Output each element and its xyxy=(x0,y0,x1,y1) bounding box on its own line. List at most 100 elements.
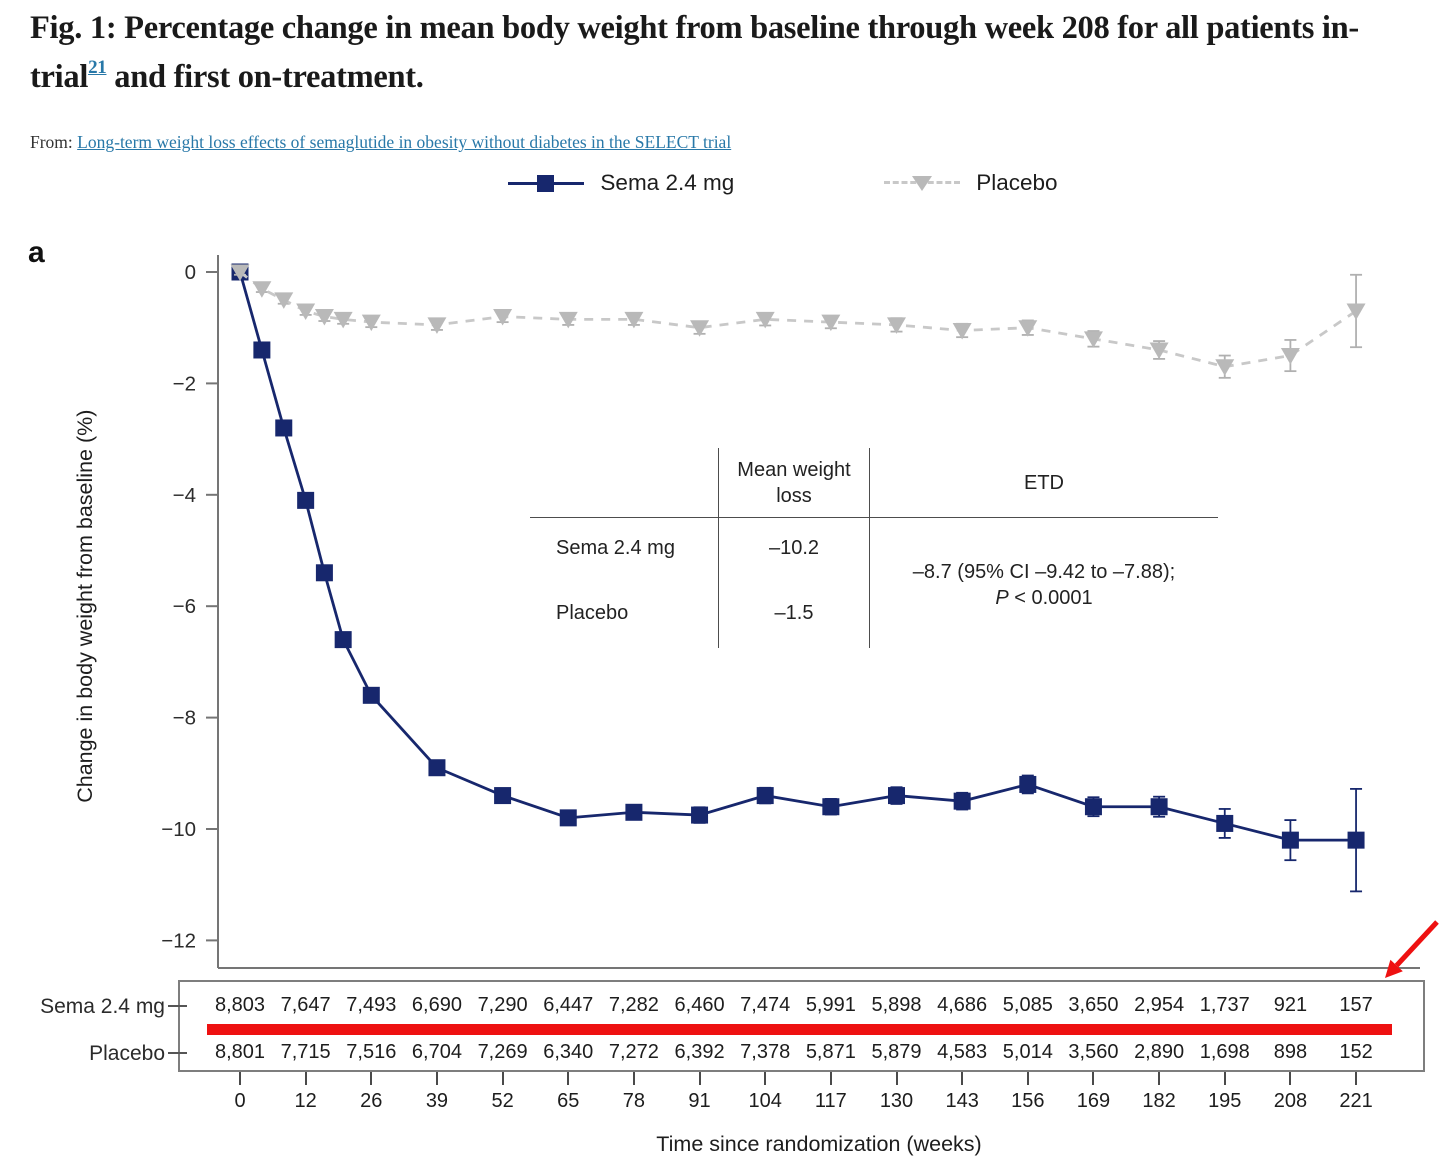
etd-estimate: –8.7 (95% CI –9.42 to –7.88); xyxy=(912,561,1176,583)
y-tick-label: 0 xyxy=(185,261,196,284)
risk-count: 6,690 xyxy=(411,994,462,1016)
risk-count: 921 xyxy=(1273,994,1308,1016)
triangle-down-marker xyxy=(1215,359,1235,376)
x-axis-title: Time since randomization (weeks) xyxy=(656,1132,982,1156)
risk-count: 7,378 xyxy=(740,1041,791,1063)
triangle-down-marker xyxy=(1083,331,1103,348)
risk-row-label-placebo: Placebo xyxy=(89,1042,165,1065)
source-article-link[interactable]: Long-term weight loss effects of semaglu… xyxy=(77,132,732,152)
y-tick-label: −10 xyxy=(161,818,196,841)
placebo-dashed-triangle-icon xyxy=(884,174,961,192)
x-tick-label: 26 xyxy=(360,1090,383,1112)
square-marker xyxy=(297,491,315,509)
square-marker xyxy=(494,787,512,805)
x-tick xyxy=(370,1072,373,1085)
x-tick xyxy=(1223,1072,1226,1085)
y-tick-label: −6 xyxy=(173,595,196,618)
x-tick-label: 130 xyxy=(879,1090,914,1112)
x-tick-label: 12 xyxy=(294,1090,317,1112)
y-tick-label: −8 xyxy=(173,707,196,730)
x-tick-label: 182 xyxy=(1142,1090,1176,1112)
y-tick-label: −4 xyxy=(173,484,196,507)
risk-count: 1,737 xyxy=(1199,994,1250,1016)
x-tick-label: 221 xyxy=(1339,1090,1373,1112)
square-marker xyxy=(888,787,905,805)
square-marker xyxy=(253,341,271,359)
triangle-down-marker xyxy=(558,311,578,329)
source-prefix: From: xyxy=(30,132,73,152)
square-marker xyxy=(1281,831,1299,849)
inset-value-placebo: –1.5 xyxy=(718,578,870,648)
panel-label-a: a xyxy=(28,236,45,269)
triangle-down-marker xyxy=(252,281,272,298)
triangle-down-marker xyxy=(952,322,972,340)
x-tick xyxy=(632,1072,635,1085)
inset-etd-cell: –8.7 (95% CI –9.42 to –7.88); P < 0.0001 xyxy=(870,518,1218,648)
risk-count: 7,269 xyxy=(477,1041,528,1063)
square-marker xyxy=(625,803,643,821)
risk-count: 5,085 xyxy=(1002,994,1053,1016)
risk-row-label-sema: Sema 2.4 mg xyxy=(40,995,165,1018)
x-tick xyxy=(1289,1072,1292,1085)
x-tick xyxy=(567,1072,570,1085)
legend-entry-sema: Sema 2.4 mg xyxy=(508,170,734,196)
risk-count: 7,282 xyxy=(608,994,659,1016)
legend-label-placebo: Placebo xyxy=(976,170,1058,195)
inset-row-label-placebo: Placebo xyxy=(556,602,629,624)
triangle-down-marker xyxy=(755,311,775,329)
risk-row-tick-placebo xyxy=(168,1052,187,1054)
x-tick-label: 52 xyxy=(491,1090,514,1112)
x-tick xyxy=(1158,1072,1161,1085)
x-tick xyxy=(698,1072,701,1085)
x-tick xyxy=(1026,1072,1029,1085)
risk-count: 5,014 xyxy=(1002,1041,1053,1063)
stats-inset-table: Mean weight loss ETD Sema 2.4 mg –10.2 –… xyxy=(530,448,1218,648)
x-tick-label: 143 xyxy=(945,1090,979,1112)
y-tick-label: −12 xyxy=(161,929,196,952)
triangle-down-marker xyxy=(821,314,841,332)
triangle-down-marker xyxy=(1346,303,1366,320)
risk-count: 898 xyxy=(1273,1041,1308,1063)
risk-count: 6,392 xyxy=(674,1041,725,1063)
risk-count: 7,493 xyxy=(346,994,397,1016)
triangle-down-marker xyxy=(361,314,381,332)
risk-count: 5,898 xyxy=(871,994,922,1016)
chart-legend: Sema 2.4 mg Placebo xyxy=(55,170,1456,196)
figure-title-text: Fig. 1: Percentage change in mean body w… xyxy=(30,10,1359,95)
triangle-down-marker xyxy=(1280,348,1300,365)
reference-link[interactable]: 21 xyxy=(88,56,107,78)
risk-count: 1,698 xyxy=(1199,1041,1250,1063)
x-tick xyxy=(961,1072,964,1085)
inset-value-sema: –10.2 xyxy=(718,518,870,578)
figure-title: Fig. 1: Percentage change in mean body w… xyxy=(30,4,1432,102)
x-tick-label: 91 xyxy=(688,1090,711,1112)
x-tick xyxy=(304,1072,307,1085)
risk-count: 5,871 xyxy=(805,1041,856,1063)
x-tick-label: 65 xyxy=(557,1090,580,1112)
square-marker xyxy=(1216,814,1234,832)
risk-count: 7,290 xyxy=(477,994,528,1016)
square-marker xyxy=(275,419,293,437)
series-line-placebo xyxy=(239,270,1357,369)
x-tick xyxy=(764,1072,767,1085)
series-sema xyxy=(231,263,1365,893)
x-tick xyxy=(829,1072,832,1085)
x-tick-label: 0 xyxy=(234,1090,246,1112)
x-tick xyxy=(1092,1072,1095,1085)
y-axis-title: Change in body weight from baseline (%) xyxy=(73,410,97,803)
x-tick-label: 117 xyxy=(814,1090,847,1112)
triangle-down-marker xyxy=(427,317,447,334)
y-tick-label: −2 xyxy=(173,372,196,395)
risk-count: 4,686 xyxy=(937,994,988,1016)
square-marker xyxy=(953,792,971,810)
inset-header-mean-weight-loss: Mean weight loss xyxy=(718,448,870,518)
square-marker xyxy=(1150,798,1168,816)
x-tick-label: 78 xyxy=(622,1090,646,1112)
triangle-down-marker xyxy=(274,292,294,309)
triangle-down-marker xyxy=(624,311,644,329)
x-tick-label: 208 xyxy=(1273,1090,1308,1112)
x-tick-label: 104 xyxy=(748,1090,782,1112)
triangle-down-marker xyxy=(333,311,353,329)
red-underline-annotation xyxy=(207,1024,1392,1035)
